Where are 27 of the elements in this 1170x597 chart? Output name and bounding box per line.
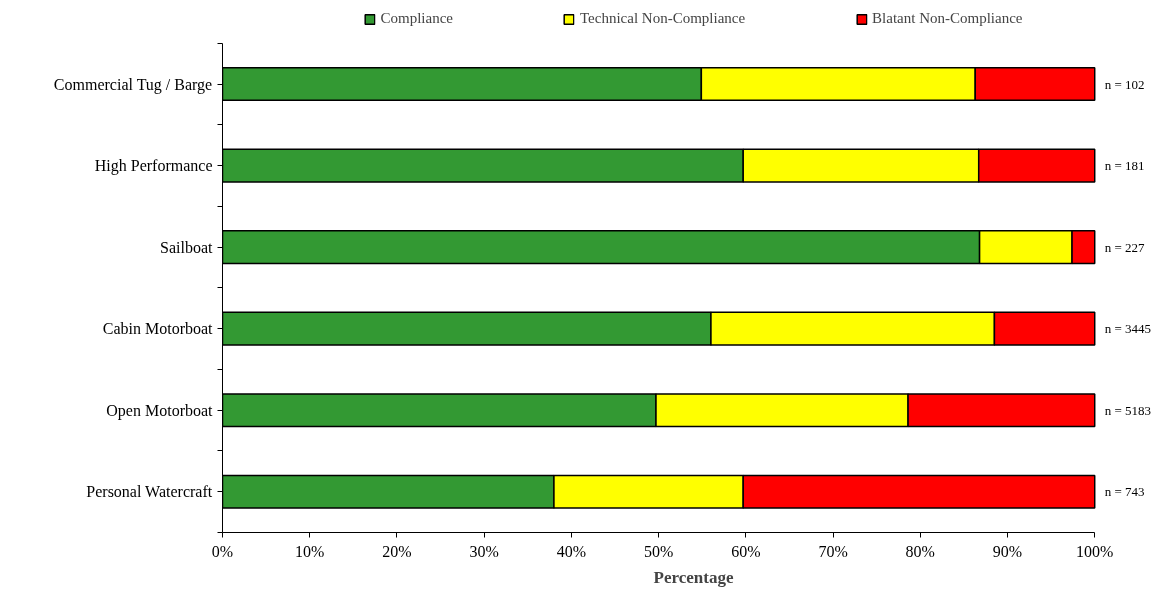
text: n = 3445 (1104, 321, 1152, 337)
x-tick-label: 40% (556, 542, 587, 560)
y-tick-label: Commercial Tug / Barge (53, 75, 213, 94)
legend-label: Compliance (380, 10, 453, 27)
y-tick-label: Personal Watercraft (86, 483, 213, 501)
x-tick-label: 50% (643, 542, 674, 560)
x-tick-label: 30% (469, 542, 499, 560)
text: n = 181 (1104, 158, 1145, 174)
legend-label: Technical Non-Compliance (579, 10, 746, 27)
x-axis-title: Percentage (653, 567, 734, 587)
x-tick-label: 90% (992, 542, 1023, 560)
x-tick-label: 0% (211, 542, 234, 560)
x-tick-label: 10% (295, 542, 325, 560)
x-tick-label: 60% (731, 542, 761, 560)
x-tick-label: 100% (1076, 542, 1114, 560)
y-tick-label: Cabin Motorboat (102, 320, 214, 338)
text: n = 743 (1104, 484, 1145, 500)
x-tick-label: 70% (818, 542, 848, 560)
text: n = 102 (1104, 76, 1145, 92)
legend-label: Blatant Non-Compliance (872, 10, 1023, 27)
y-tick-label: Sailboat (160, 238, 214, 256)
y-tick-label: High Performance (94, 157, 213, 176)
text: n = 5183 (1104, 402, 1152, 418)
x-tick-label: 80% (905, 542, 935, 560)
x-tick-label: 20% (382, 542, 412, 560)
text: n = 227 (1104, 239, 1146, 255)
y-tick-label: Open Motorboat (106, 401, 214, 420)
